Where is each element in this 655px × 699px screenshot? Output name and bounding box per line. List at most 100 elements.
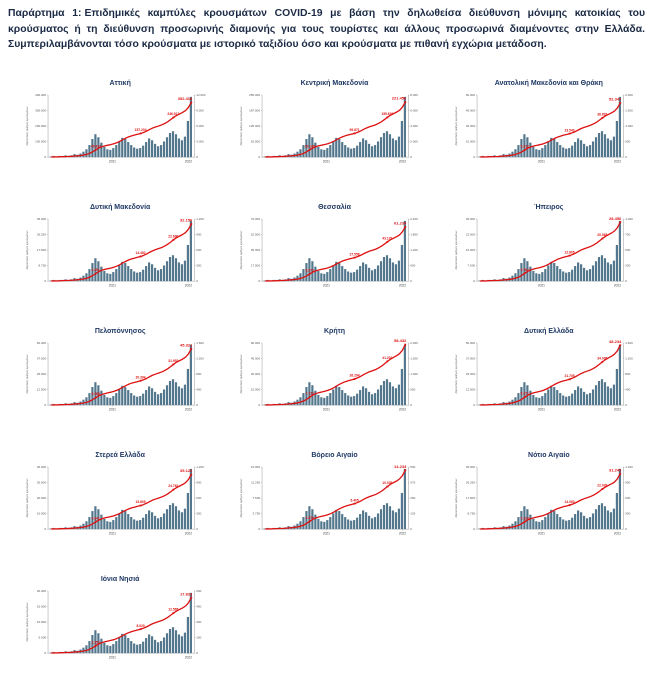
y-tick-label-right: 900 bbox=[196, 233, 201, 237]
y-tick-label-right: 0 bbox=[625, 279, 627, 283]
y-tick-label-left: 50.000 bbox=[37, 341, 47, 345]
y-axis-title: Αθροιστικός αριθμός κρουσμάτων bbox=[454, 230, 458, 270]
y-tick-label-right: 1.800 bbox=[411, 233, 419, 237]
cumulative-marker bbox=[619, 221, 621, 224]
y-tick-label-left: 10.000 bbox=[37, 512, 47, 516]
y-tick-label-left: 25.000 bbox=[466, 372, 476, 376]
y-axis-title: Αθροιστικός αριθμός κρουσμάτων bbox=[239, 106, 243, 146]
cumulative-marker bbox=[139, 132, 142, 135]
cumulative-marker bbox=[139, 379, 142, 382]
y-tick-label-right: 1.500 bbox=[625, 108, 633, 112]
cumulative-marker bbox=[354, 132, 356, 135]
chart-cell: Στερεά Ελλάδα 0 0 10.000 300 20.000 600 30.000… bbox=[24, 451, 216, 545]
y-tick-label-left: 0 bbox=[473, 403, 475, 407]
x-tick-label: 2021 bbox=[538, 284, 545, 288]
cumulative-marker bbox=[172, 363, 175, 366]
y-tick-label-left: 0 bbox=[44, 403, 46, 407]
y-tick-label-left: 125.000 bbox=[250, 124, 261, 128]
cumulative-label: 52.347 bbox=[609, 96, 622, 101]
y-tick-label-right: 1.000 bbox=[625, 124, 633, 128]
cumulative-label: 10.035 bbox=[383, 481, 393, 485]
y-tick-label-right: 0 bbox=[625, 403, 627, 407]
y-axis-title: Αθροιστικός αριθμός κρουσμάτων bbox=[25, 354, 29, 394]
x-tick-label: 2021 bbox=[109, 159, 116, 163]
cumulative-label: 352.418 bbox=[178, 96, 193, 101]
chart-cell: Ανατολική Μακεδονία και Θράκη 0 0 15.000 50… bbox=[453, 79, 645, 173]
y-tick-label-left: 3.750 bbox=[253, 512, 261, 516]
cumulative-label: 24.762 bbox=[168, 484, 178, 488]
cumulative-marker bbox=[139, 628, 142, 631]
cumulative-label: 61.234 bbox=[394, 220, 407, 225]
appendix-label: Παράρτημα 1: bbox=[8, 8, 82, 19]
y-tick-label-right: 0 bbox=[196, 155, 198, 159]
y-tick-label-left: 11.250 bbox=[251, 481, 260, 485]
y-tick-label-right: 6.000 bbox=[411, 108, 419, 112]
cumulative-marker bbox=[309, 520, 312, 523]
x-tick-label: 2022 bbox=[185, 284, 192, 288]
cumulative-marker bbox=[354, 503, 356, 505]
daily-bars bbox=[478, 220, 621, 282]
cumulative-line bbox=[51, 348, 192, 406]
x-tick-label: 2022 bbox=[399, 284, 406, 288]
y-tick-label-right: 600 bbox=[411, 264, 416, 268]
cumulative-line bbox=[51, 597, 192, 655]
y-tick-label-left: 20.000 bbox=[37, 496, 47, 500]
y-tick-label-left: 20.000 bbox=[37, 589, 47, 593]
chart-cell: Βόρειο Αιγαίο 0 0 3.750 125 7.500 250 11.250 37… bbox=[238, 451, 430, 545]
chart-plot: 0 0 8.750 300 17.500 600 26.250 900 35.000 1.200 2… bbox=[25, 217, 204, 288]
y-tick-label-left: 17.500 bbox=[37, 248, 47, 252]
cumulative-marker bbox=[354, 256, 356, 259]
y-tick-label-right: 500 bbox=[411, 465, 416, 469]
appendix-caption: Παράρτημα 1: Επιδημικές καμπύλες κρουσμάτ… bbox=[8, 6, 645, 53]
y-tick-label-right: 1.000 bbox=[411, 372, 419, 376]
chart-plot: 0 0 100.000 3.000 200.000 6.000 300.000 9.000 40… bbox=[25, 93, 206, 164]
y-tick-label-left: 30.000 bbox=[466, 217, 476, 221]
x-tick-label: 2022 bbox=[185, 159, 192, 163]
cumulative-label: 99.871 bbox=[350, 128, 360, 132]
x-tick-label: 2022 bbox=[399, 532, 406, 536]
y-tick-label-left: 0 bbox=[259, 279, 261, 283]
chart-plot: 0 0 12.500 400 25.000 800 37.500 1.200 50.000 1.6… bbox=[25, 341, 204, 412]
cumulative-marker bbox=[172, 612, 175, 615]
y-tick-label-right: 1.200 bbox=[411, 248, 419, 252]
y-tick-label-right: 1.000 bbox=[625, 217, 633, 221]
x-tick-label: 2021 bbox=[538, 532, 545, 536]
y-tick-label-right: 9.000 bbox=[196, 108, 204, 112]
cumulative-marker bbox=[139, 255, 142, 258]
cumulative-marker bbox=[309, 396, 312, 399]
y-tick-label-right: 600 bbox=[625, 496, 630, 500]
y-tick-label-left: 45.000 bbox=[466, 108, 476, 112]
x-tick-label: 2021 bbox=[538, 159, 545, 163]
y-tick-label-right: 8.000 bbox=[411, 93, 419, 97]
daily-bars bbox=[263, 344, 407, 406]
y-tick-label-right: 750 bbox=[625, 233, 630, 237]
chart-title: Ιόνια Νησιά bbox=[100, 576, 140, 584]
y-axis-title: Αθροιστικός αριθμός κρουσμάτων bbox=[454, 478, 458, 518]
y-tick-label-left: 30.000 bbox=[37, 481, 47, 485]
daily-bars bbox=[49, 593, 192, 654]
y-tick-label-right: 0 bbox=[625, 527, 627, 531]
cumulative-label: 8.073 bbox=[306, 268, 314, 272]
x-tick-label: 2022 bbox=[399, 408, 406, 412]
y-tick-label-right: 300 bbox=[196, 264, 201, 268]
cumulative-marker bbox=[601, 116, 603, 119]
y-tick-label-right: 0 bbox=[196, 403, 198, 407]
y-axis-title: Αθροιστικός αριθμός κρουσμάτων bbox=[239, 230, 243, 270]
cumulative-line bbox=[51, 223, 192, 282]
cumulative-marker bbox=[94, 521, 97, 523]
cumulative-marker bbox=[601, 237, 603, 240]
y-tick-label-right: 0 bbox=[411, 527, 413, 531]
y-tick-label-right: 125 bbox=[411, 512, 416, 516]
y-tick-label-right: 450 bbox=[196, 605, 201, 609]
chart-cell: Κεντρική Μακεδονία 0 0 62.500 2.000 125.000 4… bbox=[238, 79, 430, 173]
y-tick-label-right: 600 bbox=[196, 248, 201, 252]
y-tick-label-left: 7.500 bbox=[253, 496, 261, 500]
x-tick-label: 2022 bbox=[399, 159, 406, 163]
chart-plot: 0 0 5.000 150 10.000 300 15.000 450 20.000 600 202… bbox=[25, 589, 202, 660]
y-tick-label-left: 17.500 bbox=[251, 264, 261, 268]
cumulative-line bbox=[479, 345, 621, 406]
cumulative-marker bbox=[94, 272, 97, 275]
charts-grid: Αττική 0 0 100.000 3.000 200.000 6.000 300.000… bbox=[24, 79, 645, 670]
y-tick-label-right: 800 bbox=[625, 372, 630, 376]
